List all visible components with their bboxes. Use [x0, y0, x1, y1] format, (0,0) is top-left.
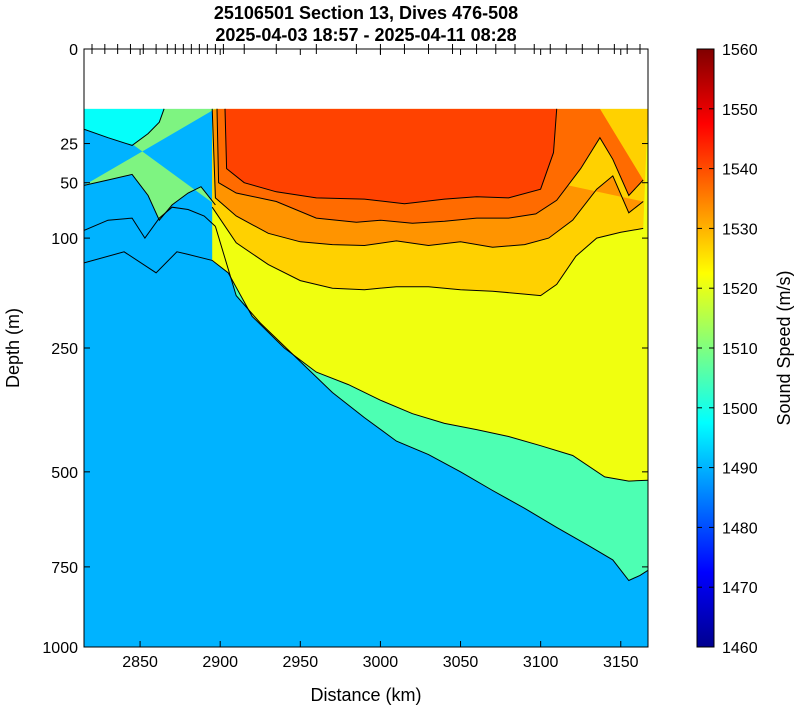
- colorbar-ticks: 1460 1470 1480 1490 1500 1510 1520 1530 1540 1550…: [697, 42, 758, 657]
- no-data-strip: [84, 49, 648, 109]
- colorbar: [697, 49, 714, 647]
- chart-subtitle: 2025-04-03 18:57 - 2025-04-11 08:28: [215, 25, 516, 45]
- contour-1540: [224, 108, 558, 205]
- x-tick-label: 3100: [523, 654, 559, 671]
- colorbar-tick-label: 1490: [722, 461, 758, 478]
- colorbar-tick-label: 1530: [722, 221, 758, 238]
- y-tick-label: 1000: [42, 640, 78, 657]
- y-tick-label: 25: [60, 137, 78, 154]
- chart-title: 25106501 Section 13, Dives 476-508: [214, 3, 518, 23]
- y-tick-label: 750: [51, 560, 78, 577]
- x-axis-label: Distance (km): [310, 685, 421, 705]
- contour-1535: [216, 108, 644, 224]
- x-tick-label: 2900: [202, 654, 238, 671]
- field-band-1540: [225, 108, 557, 204]
- colorbar-label: Sound Speed (m/s): [774, 270, 794, 425]
- contour-1520: [84, 251, 648, 482]
- x-axis: 2850 2900 2950 3000 3050 3100 3150: [122, 49, 639, 671]
- x-tick-label: 3050: [443, 654, 479, 671]
- colorbar-tick-label: 1500: [722, 401, 758, 418]
- colorbar-tick-label: 1470: [722, 580, 758, 597]
- y-axis-label: Depth (m): [3, 308, 23, 388]
- contour-lines: [84, 108, 648, 582]
- contour-1515: [84, 108, 165, 146]
- y-tick-label: 50: [60, 176, 78, 193]
- y-axis: 0 25 50 100 250 500 750 1000: [42, 42, 648, 657]
- field-west-warm: [84, 108, 216, 221]
- contour-1530: [211, 108, 644, 248]
- dive-markers: [88, 44, 644, 54]
- colorbar-tick-label: 1540: [722, 162, 758, 179]
- sound-speed-field: [84, 49, 648, 647]
- colorbar-tick-label: 1520: [722, 281, 758, 298]
- contour-1500: [214, 226, 648, 582]
- y-tick-label: 250: [51, 341, 78, 358]
- y-tick-label: 100: [51, 231, 78, 248]
- colorbar-tick-label: 1550: [722, 102, 758, 119]
- contour-1505: [84, 206, 216, 239]
- colorbar-tick-label: 1510: [722, 341, 758, 358]
- colorbar-tick-label: 1460: [722, 640, 758, 657]
- x-tick-label: 3000: [363, 654, 399, 671]
- y-tick-label: 0: [69, 42, 78, 59]
- colorbar-tick-label: 1480: [722, 520, 758, 537]
- x-tick-label: 2950: [283, 654, 319, 671]
- contour-1510: [84, 173, 216, 222]
- contour-1525: [211, 206, 644, 297]
- x-tick-label: 3150: [603, 654, 639, 671]
- colorbar-tick-label: 1560: [722, 42, 758, 59]
- y-tick-label: 500: [51, 465, 78, 482]
- x-tick-label: 2850: [122, 654, 158, 671]
